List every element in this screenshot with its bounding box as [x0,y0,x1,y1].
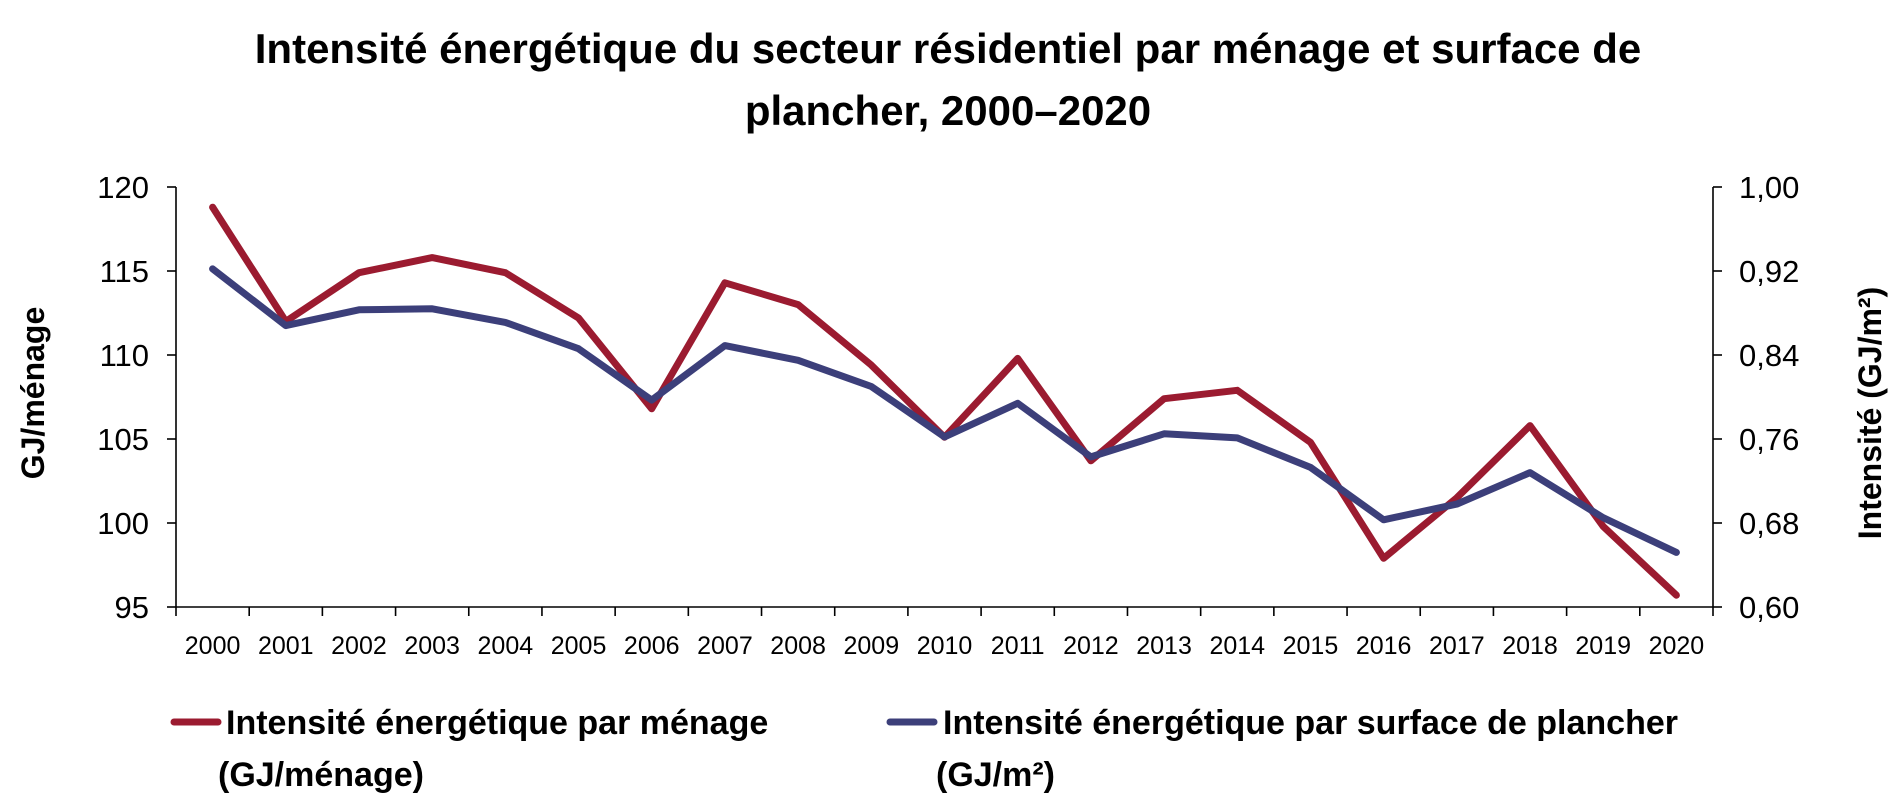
series-lines [209,203,1680,599]
x-tick-label: 2010 [917,632,973,660]
x-tick-label: 2014 [1209,632,1265,660]
legend-item-floor-area: Intensité énergétique par surface de pla… [886,704,1678,794]
y-left-tick-label: 105 [97,422,149,457]
y-right-tick-label: 1,00 [1739,170,1799,205]
x-tick-label: 2016 [1356,632,1412,660]
x-tick-label: 2012 [1063,632,1119,660]
chart-title: Intensité énergétique du secteur résiden… [255,25,1641,134]
y-left-tick-label: 100 [97,506,149,541]
y-right-tick-label: 0,84 [1739,338,1799,373]
x-tick-label: 2006 [624,632,680,660]
y-left-tick-label: 115 [100,254,149,289]
x-tick-label: 2015 [1283,632,1339,660]
x-tick-label: 2018 [1502,632,1558,660]
legend-label-household-line-2: (GJ/ménage) [218,756,424,794]
x-tick-label: 2001 [258,632,314,660]
x-tick-label: 2000 [185,632,241,660]
x-tick-label: 2005 [551,632,607,660]
y-right-tick-label: 0,60 [1739,590,1799,625]
legend-item-household: Intensité énergétique par ménage (GJ/mén… [170,704,768,794]
x-tick-label: 2003 [404,632,460,660]
x-tick-label: 2011 [991,632,1045,660]
y-left-tick-label: 120 [97,170,149,205]
legend-label-floor-area-line-2: (GJ/m²) [936,756,1055,794]
x-tick-label: 2009 [843,632,899,660]
y-left-tick-label: 95 [115,590,149,625]
y-axis-left-ticks: 120 115 110 105 100 95 [97,170,176,625]
legend-label-household-line-1: Intensité énergétique par ménage [226,704,768,742]
y-axis-right-label: Intensité (GJ/m²) [1852,287,1888,539]
x-axis-ticks: 2000 2001 2002 2003 2004 2005 2006 2007 2008 2009… [175,607,1714,660]
chart-title-line-1: Intensité énergétique du secteur résiden… [255,25,1641,72]
y-right-tick-label: 0,92 [1739,254,1799,289]
axes [175,187,1714,608]
series-line-floor-area [209,265,1680,556]
x-tick-label: 2013 [1136,632,1192,660]
chart-title-line-2: plancher, 2000–2020 [745,87,1151,134]
y-right-tick-label: 0,68 [1739,506,1799,541]
x-tick-label: 2020 [1649,632,1705,660]
y-axis-left-label: GJ/ménage [15,307,51,480]
legend-label-floor-area-line-1: Intensité énergétique par surface de pla… [943,704,1678,742]
x-tick-label: 2017 [1429,632,1485,660]
y-left-tick-label: 110 [100,338,149,373]
x-tick-label: 2004 [478,632,534,660]
y-axis-right-ticks: 1,00 0,92 0,84 0,76 0,68 0,60 [1713,170,1799,625]
legend: Intensité énergétique par ménage (GJ/mén… [170,704,1678,794]
y-right-tick-label: 0,76 [1739,422,1799,457]
series-line-household [209,203,1680,599]
x-tick-label: 2008 [770,632,826,660]
x-tick-label: 2007 [697,632,753,660]
x-tick-label: 2019 [1575,632,1631,660]
x-tick-label: 2002 [331,632,387,660]
